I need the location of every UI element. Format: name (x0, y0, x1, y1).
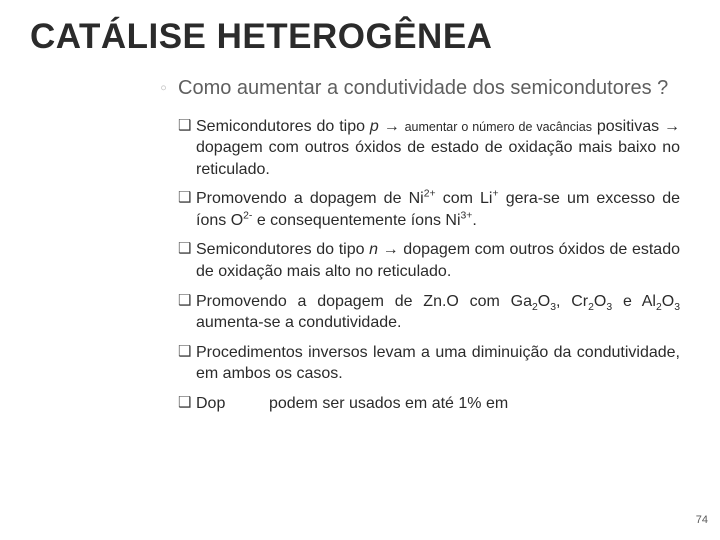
b2-d: e consequentemente íons Ni (252, 212, 460, 229)
bullet-marker-open-circle: ◦ (160, 75, 178, 102)
lead-question: ◦ Como aumentar a condutividade dos semi… (160, 75, 680, 102)
b4-e: e Al (612, 293, 656, 310)
bullet-2-text: Promovendo a dopagem de Ni2+ com Li+ ger… (196, 188, 680, 231)
b1-p-italic: p (370, 118, 379, 135)
bullet-1-text: Semicondutores do tipo p → aumentar o nú… (196, 116, 680, 181)
bullet-6-text: Dopantes podem ser usados em até 1% em (196, 393, 680, 415)
bullet-3: ❑ Semicondutores do tipo n → dopagem com… (178, 239, 680, 282)
bullet-5: ❑ Procedimentos inversos levam a uma dim… (178, 342, 680, 385)
page-number: 74 (696, 514, 708, 526)
square-bullet-icon: ❑ (178, 239, 196, 282)
b1-arrow: → (379, 118, 405, 135)
b4-c: , Cr (556, 293, 588, 310)
b1-small1: aumentar o número de vacâncias (405, 120, 592, 134)
b4-f: O (662, 293, 674, 310)
bullet-5-text: Procedimentos inversos levam a uma dimin… (196, 342, 680, 385)
bullet-2: ❑ Promovendo a dopagem de Ni2+ com Li+ g… (178, 188, 680, 231)
b4-a: Promovendo a dopagem de Zn.O com Ga (196, 293, 532, 310)
sup-3plus: 3+ (461, 211, 473, 222)
square-bullet-icon: ❑ (178, 393, 196, 415)
square-bullet-icon: ❑ (178, 342, 196, 385)
b6-visible: Dop (196, 395, 225, 412)
b4-d: O (594, 293, 606, 310)
b2-a: Promovendo a dopagem de Ni (196, 190, 424, 207)
sup-2plus: 2+ (424, 189, 436, 200)
b3-prefix: Semicondutores do tipo (196, 241, 369, 258)
lead-question-text: Como aumentar a condutividade dos semico… (178, 75, 680, 102)
b2-b: com Li (436, 190, 493, 207)
square-bullet-icon: ❑ (178, 291, 196, 334)
b1-prefix: Semicondutores do tipo (196, 118, 370, 135)
b4-g: aumenta-se a condutividade. (196, 314, 401, 331)
bullet-3-text: Semicondutores do tipo n → dopagem com o… (196, 239, 680, 282)
page-title: CATÁLISE HETEROGÊNEA (30, 18, 690, 57)
slide: CATÁLISE HETEROGÊNEA ◦ Como aumentar a c… (0, 0, 720, 540)
square-bullet-icon: ❑ (178, 188, 196, 231)
bullet-6-cut: ❑ Dopantes podem ser usados em até 1% em (178, 393, 680, 415)
content-block: ◦ Como aumentar a condutividade dos semi… (160, 75, 680, 415)
b2-e: . (472, 212, 476, 229)
bullet-1: ❑ Semicondutores do tipo p → aumentar o … (178, 116, 680, 181)
bullet-4: ❑ Promovendo a dopagem de Zn.O com Ga2O3… (178, 291, 680, 334)
sub-bullets: ❑ Semicondutores do tipo p → aumentar o … (178, 116, 680, 415)
b3-n-italic: n (369, 241, 378, 258)
b4-b: O (538, 293, 550, 310)
b6-rest: podem ser usados em até 1% em (265, 395, 509, 412)
bullet-4-text: Promovendo a dopagem de Zn.O com Ga2O3, … (196, 291, 680, 334)
sub-3c: 3 (674, 302, 680, 313)
square-bullet-icon: ❑ (178, 116, 196, 181)
sup-2minus: 2- (243, 211, 252, 222)
